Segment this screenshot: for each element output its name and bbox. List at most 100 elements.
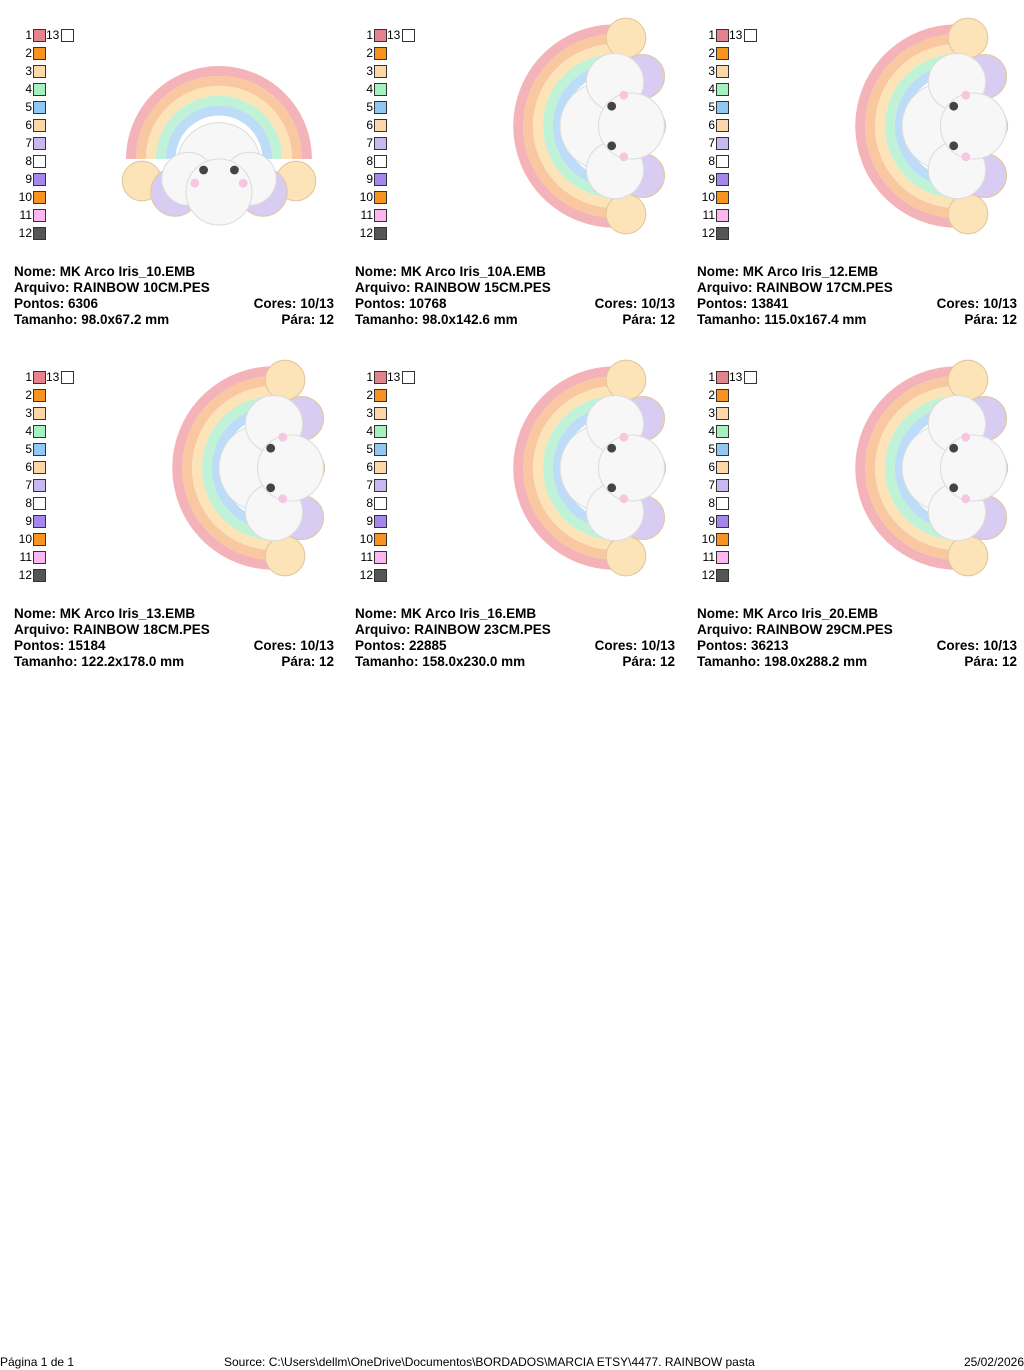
design-name-value: MK Arco Iris_10A.EMB xyxy=(400,264,546,279)
design-info: Nome: MK Arco Iris_10.EMB Arquivo: RAINBO… xyxy=(14,264,334,328)
color-count: Cores: 10/13 xyxy=(254,638,334,654)
thread-row: 3 xyxy=(697,64,767,82)
thread-number: 12 xyxy=(701,568,715,582)
thread-row: 8 xyxy=(355,496,425,514)
color-count: Cores: 10/13 xyxy=(254,296,334,312)
thread-swatch xyxy=(374,83,387,96)
thread-swatch xyxy=(716,533,729,546)
thread-swatch xyxy=(33,137,46,150)
thread-swatch xyxy=(374,65,387,78)
design-info: Nome: MK Arco Iris_16.EMB Arquivo: RAINBO… xyxy=(355,606,675,670)
design-card: 1 13 2 3 4 5 6 7 8 9 10 11 12 Nome: MK Arco Iris_12.E… xyxy=(697,17,1017,338)
thread-number: 7 xyxy=(708,478,715,492)
thread-swatch xyxy=(374,479,387,492)
design-name-label: Nome: xyxy=(14,264,57,279)
thread-swatch xyxy=(33,209,46,222)
thread-swatch xyxy=(33,191,46,204)
thread-row: 2 xyxy=(355,46,425,64)
design-size-label: Tamanho: xyxy=(355,654,419,669)
thread-number: 6 xyxy=(708,460,715,474)
thread-row: 10 xyxy=(697,532,767,550)
thread-swatch xyxy=(33,227,46,240)
design-size-value: 122.2x178.0 mm xyxy=(81,654,185,669)
stop-count-value: 12 xyxy=(318,312,334,327)
thread-swatch xyxy=(374,209,387,222)
design-file-label: Arquivo: xyxy=(697,280,753,295)
thread-swatch xyxy=(374,389,387,402)
design-name: Nome: MK Arco Iris_10A.EMB xyxy=(355,264,546,279)
thread-swatch xyxy=(374,119,387,132)
thread-number: 3 xyxy=(366,64,373,78)
stitch-count-label: Pontos: xyxy=(697,638,748,653)
thread-swatch xyxy=(374,407,387,420)
design-name-label: Nome: xyxy=(355,264,398,279)
thread-number: 1 xyxy=(25,370,32,384)
design-size-label: Tamanho: xyxy=(14,312,78,327)
thread-row: 1 13 xyxy=(355,28,425,46)
design-name-value: MK Arco Iris_20.EMB xyxy=(742,606,879,621)
thread-number: 9 xyxy=(366,172,373,186)
thread-row: 1 13 xyxy=(355,370,425,388)
rainbow-cloud-illustration xyxy=(513,17,667,235)
thread-row: 4 xyxy=(697,424,767,442)
design-file-value: RAINBOW 15CM.PES xyxy=(414,280,551,295)
thread-row: 1 13 xyxy=(14,28,84,46)
thread-swatch xyxy=(33,407,46,420)
thread-number: 10 xyxy=(18,532,32,546)
color-count-value: 10/13 xyxy=(641,638,675,653)
thread-number: 6 xyxy=(708,118,715,132)
thread-number: 8 xyxy=(708,496,715,510)
thread-number: 10 xyxy=(359,190,373,204)
thread-row: 10 xyxy=(697,190,767,208)
stop-count-value: 12 xyxy=(1001,654,1017,669)
thread-row: 4 xyxy=(697,82,767,100)
thread-row: 3 xyxy=(697,406,767,424)
color-count-label: Cores: xyxy=(253,296,297,311)
thread-number: 12 xyxy=(18,568,32,582)
thread-swatch xyxy=(33,83,46,96)
stop-count-value: 12 xyxy=(318,654,334,669)
thread-swatch xyxy=(716,29,729,42)
thread-row: 7 xyxy=(14,136,84,154)
design-file-label: Arquivo: xyxy=(355,280,411,295)
thread-row: 4 xyxy=(14,82,84,100)
thread-number: 5 xyxy=(708,100,715,114)
stop-count-label: Pára: xyxy=(964,654,999,669)
thread-swatch xyxy=(33,479,46,492)
thread-number: 6 xyxy=(25,460,32,474)
thread-row: 4 xyxy=(355,82,425,100)
thread-row: 12 xyxy=(355,226,425,244)
thread-row: 5 xyxy=(14,442,84,460)
thread-swatch xyxy=(33,173,46,186)
color-count: Cores: 10/13 xyxy=(937,296,1017,312)
thread-swatch xyxy=(716,371,729,384)
design-file-value: RAINBOW 10CM.PES xyxy=(73,280,210,295)
thread-number: 7 xyxy=(25,478,32,492)
thread-number: 8 xyxy=(366,154,373,168)
thread-number: 11 xyxy=(19,550,32,564)
design-file: Arquivo: RAINBOW 17CM.PES xyxy=(697,280,893,295)
color-count-value: 10/13 xyxy=(300,296,334,311)
thread-swatch xyxy=(744,29,757,42)
stitch-count: Pontos: 36213 xyxy=(697,638,789,653)
thread-number: 10 xyxy=(359,532,373,546)
thread-row: 6 xyxy=(697,460,767,478)
thread-number: 2 xyxy=(708,388,715,402)
thread-number: 8 xyxy=(25,154,32,168)
color-count-value: 10/13 xyxy=(300,638,334,653)
design-size: Tamanho: 98.0x67.2 mm xyxy=(14,312,169,327)
thread-number: 13 xyxy=(387,370,401,384)
thread-number: 10 xyxy=(701,532,715,546)
thread-swatch xyxy=(716,65,729,78)
thread-row: 11 xyxy=(697,550,767,568)
thread-swatch xyxy=(716,425,729,438)
thread-row: 11 xyxy=(355,550,425,568)
thread-swatch xyxy=(33,119,46,132)
thread-row: 3 xyxy=(355,406,425,424)
design-size-value: 115.0x167.4 mm xyxy=(764,312,867,327)
thread-swatch xyxy=(374,443,387,456)
page-number: Página 1 de 1 xyxy=(0,1355,75,1369)
thread-number: 4 xyxy=(366,424,373,438)
thread-row: 11 xyxy=(14,550,84,568)
design-name-label: Nome: xyxy=(355,606,398,621)
